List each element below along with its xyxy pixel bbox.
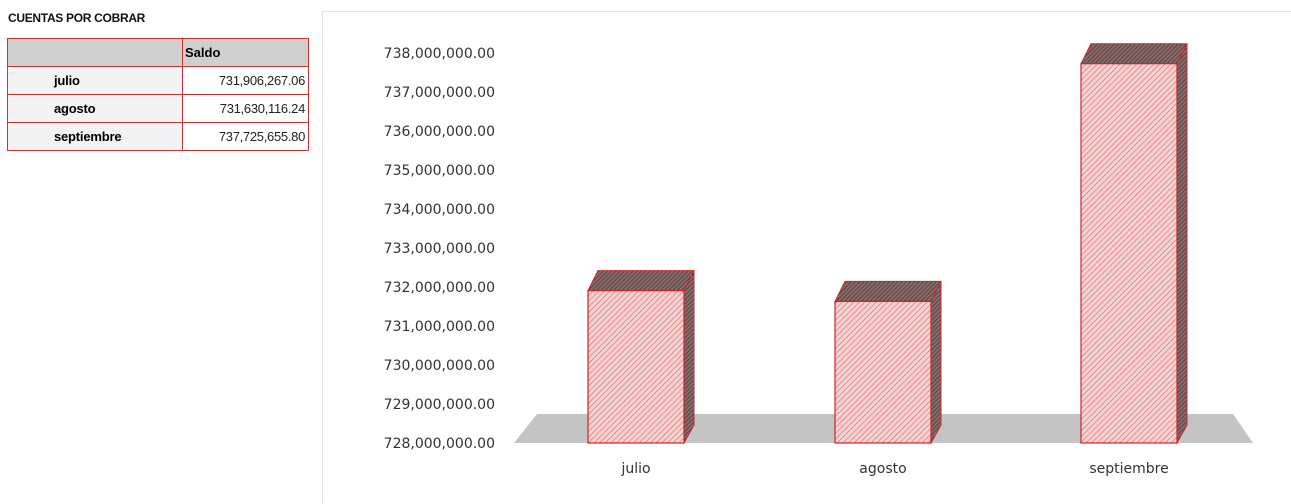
y-tick-label: 736,000,000.00: [384, 124, 495, 140]
report-title: CUENTAS POR COBRAR: [8, 11, 146, 25]
bar-front-face: [834, 300, 932, 444]
row-value: 731,906,267.06: [182, 66, 309, 95]
x-category-label: septiembre: [1089, 461, 1168, 477]
row-value: 737,725,655.80: [182, 122, 309, 151]
table-header-row: Saldo: [7, 38, 309, 67]
bar-front-face: [1080, 63, 1178, 444]
bar-chart: 728,000,000.00 729,000,000.00 730,000,000.…: [384, 43, 1253, 477]
y-tick-label: 729,000,000.00: [384, 397, 495, 413]
bar-septiembre: [1080, 43, 1188, 445]
bar-top-face: [834, 280, 942, 302]
bar-side-face: [930, 281, 942, 445]
row-month: julio: [7, 66, 183, 95]
y-tick-label: 735,000,000.00: [384, 163, 495, 179]
chart-area: 728,000,000.00 729,000,000.00 730,000,000.…: [322, 11, 1291, 503]
bar-front-face: [587, 290, 685, 444]
header-blank-cell: [7, 38, 183, 67]
table-row: septiembre 737,725,655.80: [7, 122, 309, 151]
header-saldo: Saldo: [182, 38, 309, 67]
y-tick-label: 730,000,000.00: [384, 358, 495, 374]
x-category-label: julio: [620, 461, 650, 477]
x-category-label: agosto: [859, 461, 906, 477]
table-row: agosto 731,630,116.24: [7, 94, 309, 123]
bar-side-face: [1176, 43, 1188, 445]
row-value: 731,630,116.24: [182, 94, 309, 123]
y-tick-label: 731,000,000.00: [384, 319, 495, 335]
y-tick-label: 738,000,000.00: [384, 46, 495, 62]
row-month: septiembre: [7, 122, 183, 151]
bar-top-face: [587, 270, 695, 292]
accounts-receivable-table: Saldo julio 731,906,267.06 agosto 731,63…: [7, 38, 309, 151]
table-row: julio 731,906,267.06: [7, 66, 309, 95]
y-tick-label: 728,000,000.00: [384, 436, 495, 452]
y-tick-label: 733,000,000.00: [384, 241, 495, 257]
bar-top-face: [1080, 43, 1188, 65]
bar-side-face: [683, 270, 695, 445]
row-month: agosto: [7, 94, 183, 123]
bar-julio: [587, 270, 695, 445]
y-tick-label: 734,000,000.00: [384, 202, 495, 218]
bar-agosto: [834, 280, 942, 445]
y-tick-label: 732,000,000.00: [384, 280, 495, 296]
y-tick-label: 737,000,000.00: [384, 85, 495, 101]
